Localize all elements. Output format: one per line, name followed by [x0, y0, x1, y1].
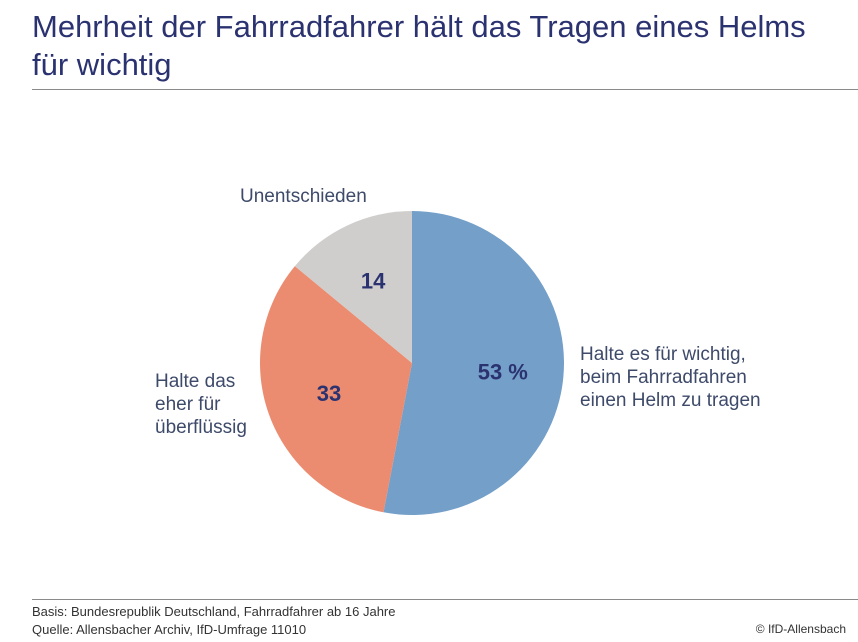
pie-slice: [383, 211, 564, 515]
pie-slice: [259, 266, 412, 513]
label-line: überflüssig: [155, 417, 247, 438]
label-line: Halte das: [155, 371, 236, 392]
label-line: einen Helm zu tragen: [580, 390, 761, 411]
data-label: 33: [317, 381, 341, 406]
data-label: 53 %: [478, 360, 528, 385]
footer-divider: [32, 599, 858, 600]
pie-slice: [294, 211, 412, 363]
footer-copyright: © IfD-Allensbach: [755, 622, 846, 636]
legend-label-ueberfluessig: Halte das eher für überflüssig: [155, 370, 247, 439]
footer-quelle: Quelle: Allensbacher Archiv, IfD-Umfrage…: [32, 622, 307, 637]
footer-basis: Basis: Bundesrepublik Deutschland, Fahrr…: [32, 604, 396, 619]
chart-title: Mehrheit der Fahrradfahrer hält das Trag…: [32, 9, 806, 82]
label-line: beim Fahrradfahren: [580, 367, 747, 388]
label-line: Halte es für wichtig,: [580, 344, 746, 365]
label-line: eher für: [155, 394, 221, 415]
legend-label-unentschieden: Unentschieden: [240, 186, 367, 207]
legend-label-wichtig: Halte es für wichtig, beim Fahrradfahren…: [580, 343, 761, 412]
title-divider: [32, 89, 858, 90]
data-label: 14: [361, 268, 386, 293]
